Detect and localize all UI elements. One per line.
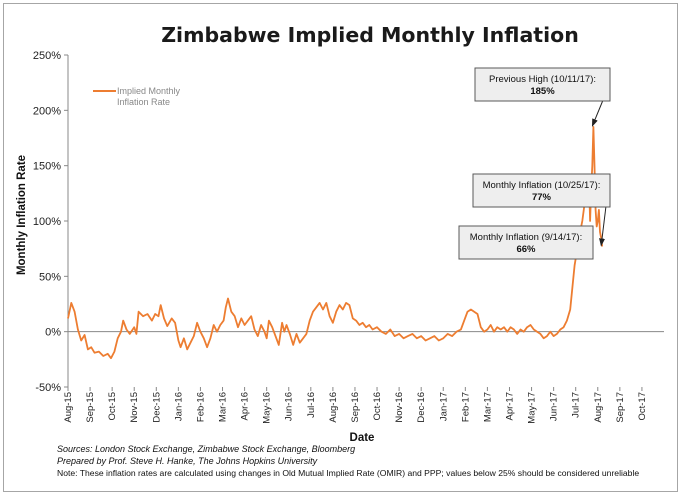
legend: Implied Monthly Inflation Rate	[93, 86, 181, 107]
x-tick-label: Jul-17	[571, 392, 582, 418]
x-tick-label: Feb-17	[460, 392, 471, 422]
x-tick-label: Jun-17	[549, 392, 560, 421]
x-tick-label: Dec-15	[151, 392, 162, 423]
x-tick-label: Mar-17	[482, 392, 493, 422]
x-tick-label: Jul-16	[306, 392, 317, 418]
callout-label: Previous High (10/11/17):	[489, 74, 596, 85]
callout: Monthly Inflation (10/25/17):77%	[472, 173, 611, 247]
annotations: Previous High (10/11/17):185% Monthly Inf…	[458, 67, 611, 260]
legend-label-line: Inflation Rate	[117, 97, 170, 107]
callout: Previous High (10/11/17):185%	[474, 67, 611, 127]
x-tick-label: Oct-16	[372, 392, 383, 421]
y-tick-label: 150%	[33, 161, 61, 173]
callout-label: Monthly Inflation (9/14/17):	[470, 232, 582, 243]
series-line	[67, 126, 604, 360]
callout-box	[458, 225, 594, 260]
legend-label-line: Implied Monthly	[117, 86, 181, 96]
x-tick-label: Nov-15	[129, 392, 140, 423]
x-axis-label: Date	[350, 432, 375, 444]
x-tick-label: Jan-16	[173, 392, 184, 421]
callout-value: 77%	[532, 192, 552, 203]
x-tick-label: May-16	[262, 392, 273, 424]
x-tick-label: May-17	[527, 392, 538, 424]
y-tick-label: 100%	[33, 216, 61, 228]
x-tick-label: Jan-17	[438, 392, 449, 421]
chart-title: Zimbabwe Implied Monthly Inflation	[161, 23, 579, 47]
x-tick-label: Apr-16	[240, 392, 251, 421]
x-tick-label: Mar-16	[218, 392, 229, 422]
x-tick-label: Sep-17	[615, 392, 626, 423]
x-tick-label: Dec-16	[416, 392, 427, 423]
x-tick-label: Aug-15	[63, 392, 74, 423]
x-tick-label: Oct-15	[107, 392, 118, 421]
x-tick-label: Feb-16	[195, 392, 206, 422]
disclaimer-note: Note: These inflation rates are calculat…	[57, 468, 640, 478]
y-tick-label: 200%	[33, 105, 61, 117]
y-tick-label: -50%	[35, 382, 61, 394]
callout-box	[472, 173, 611, 208]
x-tick-label: Aug-16	[328, 392, 339, 423]
x-tick-label: Apr-17	[504, 392, 515, 421]
callout-arrow	[599, 205, 607, 247]
y-axis-label: Monthly Inflation Rate	[16, 155, 28, 275]
callout-value: 66%	[516, 244, 536, 255]
x-axis: Aug-15 Sep-15 Oct-15 Nov-15 Dec-15 Jan-16 Feb-…	[63, 387, 648, 424]
x-tick-label: Oct-17	[637, 392, 648, 421]
y-axis: -50% 0% 50% 100% 150% 200% 250%	[33, 50, 68, 394]
callout-label: Monthly Inflation (10/25/17):	[483, 180, 601, 191]
sources-note: Sources: London Stock Exchange, Zimbabwe…	[57, 444, 356, 454]
callout-value: 185%	[530, 86, 555, 97]
prepared-by-note: Prepared by Prof. Steve H. Hanke, The Jo…	[57, 456, 318, 466]
x-tick-label: Aug-17	[593, 392, 604, 423]
x-tick-label: Sep-16	[350, 392, 361, 423]
x-tick-label: Jun-16	[284, 392, 295, 421]
legend-label: Implied Monthly Inflation Rate	[117, 86, 181, 107]
y-tick-label: 50%	[39, 271, 61, 283]
y-tick-label: 0%	[45, 327, 61, 339]
x-tick-label: Nov-16	[394, 392, 405, 423]
x-tick-label: Sep-15	[85, 392, 96, 423]
y-tick-label: 250%	[33, 50, 61, 62]
callout: Monthly Inflation (9/14/17):66%	[458, 225, 594, 260]
callout-box	[474, 67, 611, 102]
